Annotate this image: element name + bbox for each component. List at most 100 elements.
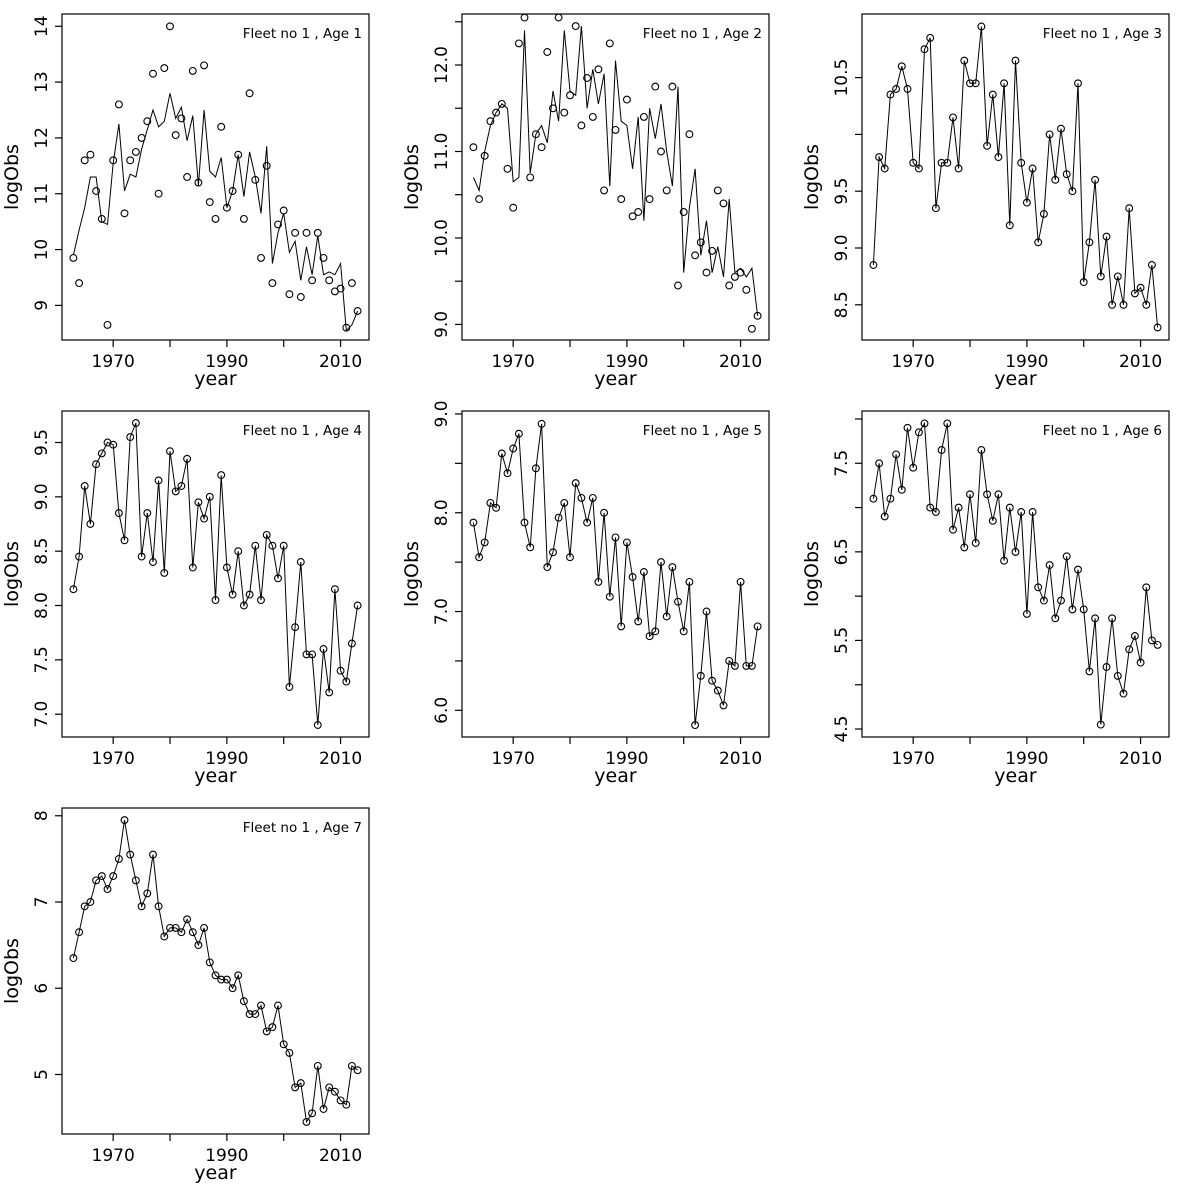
obs-point — [730, 661, 739, 670]
obs-point — [531, 464, 540, 473]
obs-point — [920, 45, 929, 54]
y-axis: 7.0 7.5 8.0 8.5 9.0 9.5 logObs — [1, 429, 62, 728]
x-tick-label: 2010 — [319, 352, 362, 372]
y-tick-label: 6.5 — [832, 538, 852, 565]
y-axis: 8.5 9.0 9.5 10.5 logObs — [801, 59, 862, 318]
y-tick-label: 7.0 — [32, 701, 52, 728]
obs-point — [228, 984, 237, 993]
obs-point — [475, 195, 484, 204]
obs-point — [279, 541, 288, 550]
obs-point — [302, 650, 311, 659]
x-axis: 1970 1990 2010 year — [492, 340, 762, 390]
obs-point — [1011, 56, 1020, 65]
y-tick-label: 11 — [32, 183, 52, 205]
obs-point — [869, 494, 878, 503]
obs-point — [302, 1117, 311, 1126]
obs-point — [268, 541, 277, 550]
obs-point — [1057, 124, 1065, 133]
obs-point — [1142, 583, 1151, 592]
obs-point — [92, 876, 101, 885]
obs-point — [285, 1048, 294, 1057]
obs-point — [492, 108, 501, 117]
obs-point — [86, 520, 95, 528]
obs-point — [1011, 547, 1020, 556]
obs-point — [639, 112, 648, 121]
obs-point — [200, 61, 209, 70]
obs-point — [154, 476, 163, 485]
obs-point — [279, 1040, 288, 1049]
obs-point — [245, 590, 254, 599]
obs-point — [131, 876, 140, 885]
obs-point — [892, 450, 901, 459]
panel-fleet1-age4: 1970 1990 2010 year 7.0 7.5 8.0 8.5 9.0 9.5 logObs… — [0, 399, 400, 796]
obs-point — [171, 131, 180, 140]
obs-point — [120, 816, 129, 825]
panel-title: Fleet no 1 , Age 6 — [1043, 423, 1162, 439]
obs-point — [977, 22, 986, 31]
y-tick-label: 6 — [32, 983, 52, 994]
obs-point — [1102, 663, 1111, 671]
x-axis: 1970 1990 2010 year — [92, 1134, 362, 1184]
x-axis: 1970 1990 2010 year — [92, 340, 362, 390]
y-axis-label: logObs — [401, 144, 423, 210]
y-axis-label: logObs — [801, 144, 823, 210]
obs-point — [617, 622, 626, 631]
obs-point — [325, 688, 334, 697]
fit-line — [472, 26, 759, 316]
obs-point — [509, 203, 518, 212]
obs-point — [234, 971, 243, 980]
obs-point — [103, 885, 112, 894]
obs-point — [594, 577, 603, 586]
obs-point — [909, 463, 918, 472]
y-tick-label: 7.5 — [832, 450, 852, 477]
obs-point — [291, 1083, 300, 1092]
obs-point — [109, 440, 118, 449]
plot-box — [61, 13, 370, 341]
obs-point — [960, 56, 969, 65]
obs-point — [342, 677, 351, 686]
x-tick-label: 1970 — [92, 352, 135, 372]
obs-points — [69, 419, 362, 729]
y-axis-label: logObs — [1, 938, 23, 1004]
obs-point — [1130, 289, 1139, 298]
obs-point — [245, 1010, 254, 1019]
obs-point — [126, 156, 135, 165]
obs-point — [69, 253, 78, 262]
y-axis: 4.5 5.5 6.5 7.5 logObs — [801, 418, 862, 743]
x-tick-label: 2010 — [719, 749, 762, 769]
obs-point — [1062, 170, 1071, 179]
obs-point — [611, 533, 620, 542]
obs-point — [875, 153, 884, 162]
plot-box — [861, 13, 1170, 341]
obs-point — [554, 513, 563, 522]
obs-point — [897, 485, 906, 494]
y-tick-label: 6.0 — [432, 697, 452, 724]
obs-point — [143, 889, 152, 898]
panel-fleet1-age1: 1970 1990 2010 year 9 10 11 12 13 14 logObs Fleet n… — [0, 2, 400, 399]
obs-point — [514, 429, 523, 438]
obs-point — [279, 206, 288, 215]
obs-point — [103, 320, 112, 329]
obs-point — [285, 290, 294, 299]
x-tick-label: 1970 — [892, 749, 935, 769]
obs-point — [469, 143, 478, 152]
obs-point — [549, 104, 557, 113]
obs-point — [600, 508, 609, 517]
obs-point — [222, 563, 231, 572]
x-axis-label: year — [194, 1162, 237, 1184]
obs-point — [86, 898, 95, 906]
obs-point — [97, 872, 106, 881]
obs-point — [480, 151, 489, 160]
obs-point — [143, 509, 152, 518]
obs-point — [1119, 689, 1128, 698]
obs-point — [166, 22, 174, 31]
obs-point — [492, 503, 501, 512]
obs-point — [914, 164, 923, 173]
y-tick-label: 7 — [32, 897, 52, 908]
obs-point — [622, 538, 631, 547]
x-tick-label: 2010 — [719, 352, 762, 372]
y-axis: 5 6 7 8 logObs — [1, 810, 62, 1080]
obs-point — [679, 208, 688, 216]
obs-point — [200, 923, 209, 932]
obs-point — [228, 590, 237, 599]
